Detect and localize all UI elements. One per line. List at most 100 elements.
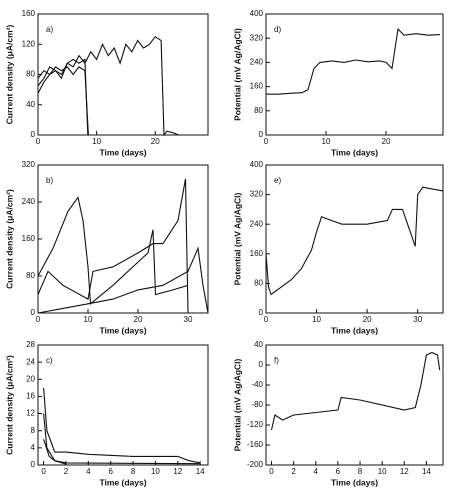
plot-frame: [37, 164, 209, 314]
y-tick-label: 8: [31, 426, 36, 435]
plot-frame: [37, 13, 209, 136]
y-tick-label: 0: [31, 130, 36, 139]
y-tick-label: 0: [259, 360, 264, 369]
y-tick-label: 240: [250, 219, 264, 228]
x-tick-label: 10: [378, 467, 387, 476]
x-tick-label: 20: [382, 137, 391, 146]
y-tick-label: 16: [26, 392, 35, 401]
x-tick-label: 8: [358, 467, 363, 476]
panel-label: f): [274, 356, 279, 365]
plot-frame: [37, 344, 209, 466]
y-tick-label: 120: [22, 39, 36, 48]
x-tick-label: 20: [151, 137, 160, 146]
panel-label: d): [274, 25, 281, 34]
y-tick-label: 80: [254, 279, 263, 288]
x-tick-label: 0: [264, 315, 269, 324]
data-line: [37, 66, 89, 136]
data-line: [265, 186, 444, 296]
y-tick-label: -200: [247, 460, 264, 469]
y-tick-label: -160: [247, 440, 264, 449]
y-axis-label: Potential (mV Ag/AgCl): [232, 28, 242, 121]
y-tick-label: 160: [22, 234, 36, 243]
x-tick-label: 8: [131, 467, 136, 476]
x-tick-label: 20: [363, 315, 372, 324]
data-line: [266, 27, 441, 95]
data-line: [43, 387, 201, 464]
panel-label: b): [46, 176, 53, 185]
panel-label: a): [46, 25, 53, 34]
x-tick-label: 12: [173, 467, 182, 476]
y-tick-label: 12: [26, 409, 35, 418]
y-tick-label: 28: [26, 340, 35, 349]
y-tick-label: 4: [31, 443, 36, 452]
y-axis-label: Current density (μA/cm²): [4, 25, 14, 125]
y-tick-label: -80: [251, 400, 263, 409]
plot-frame: [265, 164, 444, 314]
y-tick-label: 400: [250, 160, 264, 169]
x-tick-label: 6: [108, 467, 113, 476]
data-line: [37, 246, 209, 314]
y-tick-label: -120: [247, 420, 264, 429]
x-tick-label: 0: [36, 137, 41, 146]
x-tick-label: 2: [291, 467, 296, 476]
x-tick-label: 4: [86, 467, 91, 476]
y-axis-label: Current density (μA/cm²): [4, 189, 14, 289]
y-axis-label: Current density (μA/cm²): [4, 355, 14, 455]
y-tick-label: 240: [250, 58, 264, 67]
x-axis-label: Time (days): [99, 147, 146, 157]
y-tick-label: 240: [22, 197, 36, 206]
y-tick-label: 80: [26, 70, 35, 79]
x-tick-label: 4: [314, 467, 319, 476]
x-tick-label: 0: [269, 467, 274, 476]
y-tick-label: 160: [22, 9, 36, 18]
x-tick-label: 2: [64, 467, 69, 476]
x-tick-label: 10: [322, 137, 331, 146]
y-tick-label: 320: [22, 160, 36, 169]
x-tick-label: 0: [41, 467, 46, 476]
y-tick-label: 80: [26, 271, 35, 280]
x-tick-label: 0: [264, 137, 269, 146]
y-tick-label: 320: [250, 33, 264, 42]
x-tick-label: 10: [151, 467, 160, 476]
y-tick-label: 40: [254, 340, 263, 349]
x-tick-label: 0: [36, 315, 41, 324]
x-tick-label: 30: [184, 315, 193, 324]
y-tick-label: 40: [26, 100, 35, 109]
panel-label: c): [46, 356, 53, 365]
y-tick-label: 0: [259, 130, 264, 139]
data-line: [270, 351, 441, 431]
x-tick-label: 14: [422, 467, 431, 476]
x-axis-label: Time (days): [99, 477, 146, 487]
y-tick-label: 400: [250, 9, 264, 18]
data-line: [37, 196, 189, 305]
x-axis-label: Time (days): [331, 325, 378, 335]
x-tick-label: 20: [134, 315, 143, 324]
x-tick-label: 14: [196, 467, 205, 476]
y-tick-label: 0: [31, 460, 36, 469]
plot-frame: [265, 13, 444, 136]
y-tick-label: 160: [250, 249, 264, 258]
y-tick-label: 320: [250, 190, 264, 199]
y-tick-label: -40: [251, 380, 263, 389]
panel-label: e): [274, 176, 281, 185]
y-tick-label: 20: [26, 374, 35, 383]
x-tick-label: 10: [84, 315, 93, 324]
x-axis-label: Time (days): [331, 477, 378, 487]
y-tick-label: 0: [31, 308, 36, 317]
x-tick-label: 12: [400, 467, 409, 476]
y-axis-label: Potential (mV Ag/AgCl): [232, 192, 242, 285]
y-axis-label: Potential (mV Ag/AgCl): [232, 358, 242, 451]
y-tick-label: 24: [26, 357, 35, 366]
y-tick-label: 160: [250, 82, 264, 91]
data-line: [37, 35, 179, 137]
x-tick-label: 30: [413, 315, 422, 324]
y-tick-label: 0: [259, 308, 264, 317]
x-axis-label: Time (days): [331, 147, 378, 157]
data-line: [37, 178, 189, 314]
x-tick-label: 10: [312, 315, 321, 324]
x-axis-label: Time (days): [99, 325, 146, 335]
y-tick-label: 80: [254, 106, 263, 115]
x-tick-label: 6: [336, 467, 341, 476]
data-line: [43, 439, 67, 465]
